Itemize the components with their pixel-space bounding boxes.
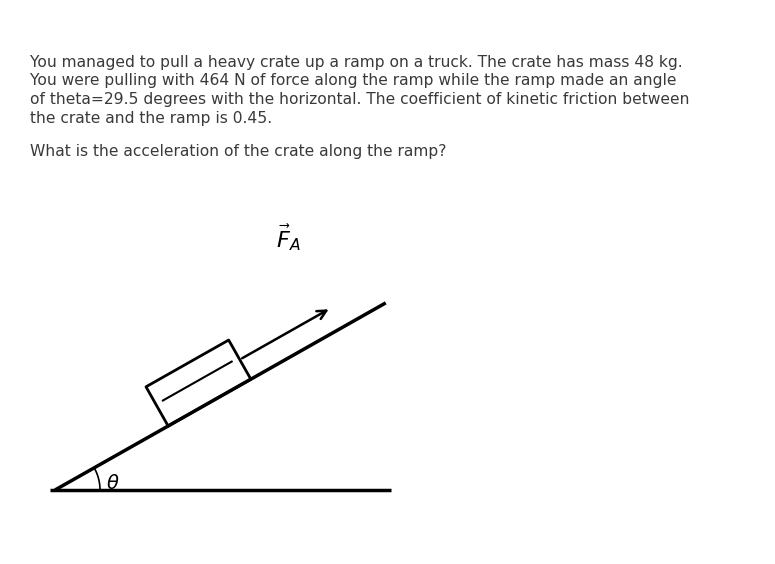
Text: the crate and the ramp is 0.45.: the crate and the ramp is 0.45.: [30, 111, 272, 126]
Text: of theta=29.5 degrees with the horizontal. The coefficient of kinetic friction b: of theta=29.5 degrees with the horizonta…: [30, 92, 690, 107]
Text: You managed to pull a heavy crate up a ramp on a truck. The crate has mass 48 kg: You managed to pull a heavy crate up a r…: [30, 55, 683, 70]
Text: You were pulling with 464 N of force along the ramp while the ramp made an angle: You were pulling with 464 N of force alo…: [30, 73, 677, 89]
Text: θ: θ: [107, 474, 119, 493]
Text: What is the acceleration of the crate along the ramp?: What is the acceleration of the crate al…: [30, 144, 446, 159]
Text: $\vec{F}_A$: $\vec{F}_A$: [276, 222, 301, 253]
